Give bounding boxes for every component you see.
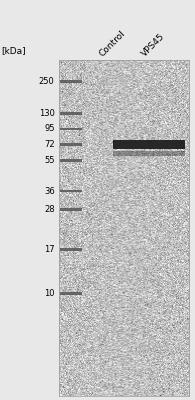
Bar <box>60 160 82 162</box>
Text: 250: 250 <box>39 77 55 86</box>
Bar <box>60 128 82 130</box>
Text: 10: 10 <box>44 289 55 298</box>
Text: [kDa]: [kDa] <box>1 46 26 55</box>
Bar <box>60 190 82 192</box>
Bar <box>113 151 185 156</box>
Text: 17: 17 <box>44 245 55 254</box>
Bar <box>60 292 82 295</box>
Text: 28: 28 <box>44 205 55 214</box>
Text: VPS45: VPS45 <box>139 31 166 58</box>
Bar <box>60 112 82 115</box>
Text: Control: Control <box>98 28 127 58</box>
Text: 95: 95 <box>44 124 55 133</box>
Text: 72: 72 <box>44 140 55 149</box>
Text: 36: 36 <box>44 186 55 196</box>
Bar <box>60 208 82 211</box>
Bar <box>60 248 82 251</box>
Text: 55: 55 <box>44 156 55 165</box>
Bar <box>113 140 185 149</box>
Bar <box>60 80 82 83</box>
Bar <box>60 143 82 146</box>
Text: 130: 130 <box>39 109 55 118</box>
